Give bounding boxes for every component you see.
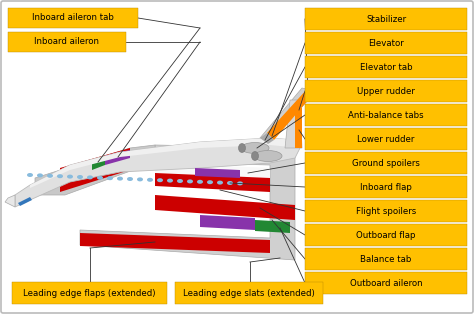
Ellipse shape <box>47 174 53 178</box>
Ellipse shape <box>241 143 269 154</box>
Text: Leading edge slats (extended): Leading edge slats (extended) <box>183 289 315 297</box>
Polygon shape <box>15 138 300 207</box>
FancyBboxPatch shape <box>305 128 467 150</box>
Text: Inboard aileron tab: Inboard aileron tab <box>32 14 114 23</box>
FancyBboxPatch shape <box>175 282 323 304</box>
FancyBboxPatch shape <box>305 176 467 198</box>
Polygon shape <box>200 215 255 230</box>
Ellipse shape <box>127 177 133 181</box>
Polygon shape <box>155 173 270 192</box>
Ellipse shape <box>254 150 282 161</box>
Polygon shape <box>18 197 32 206</box>
Ellipse shape <box>87 176 93 179</box>
Polygon shape <box>80 233 270 253</box>
FancyBboxPatch shape <box>305 32 467 54</box>
Polygon shape <box>248 138 268 155</box>
Ellipse shape <box>67 175 73 179</box>
Ellipse shape <box>187 179 193 183</box>
FancyBboxPatch shape <box>305 224 467 246</box>
FancyBboxPatch shape <box>8 32 126 52</box>
Polygon shape <box>255 220 290 233</box>
Ellipse shape <box>177 179 183 183</box>
FancyBboxPatch shape <box>305 8 467 30</box>
Text: Flight spoilers: Flight spoilers <box>356 207 416 215</box>
Polygon shape <box>295 108 302 148</box>
Ellipse shape <box>237 181 243 185</box>
Text: Outboard aileron: Outboard aileron <box>350 279 422 288</box>
Text: Elevator tab: Elevator tab <box>360 62 412 72</box>
Ellipse shape <box>217 181 223 185</box>
Polygon shape <box>92 156 105 170</box>
Polygon shape <box>60 163 130 192</box>
Ellipse shape <box>27 173 33 177</box>
FancyBboxPatch shape <box>305 272 467 294</box>
Ellipse shape <box>77 175 83 179</box>
Polygon shape <box>35 145 155 195</box>
FancyBboxPatch shape <box>305 80 467 102</box>
Polygon shape <box>285 100 302 148</box>
Ellipse shape <box>157 178 163 182</box>
Ellipse shape <box>238 143 246 153</box>
Text: Stabilizer: Stabilizer <box>366 14 406 24</box>
Ellipse shape <box>167 179 173 183</box>
Ellipse shape <box>97 176 103 180</box>
Text: Inboard flap: Inboard flap <box>360 182 412 192</box>
FancyBboxPatch shape <box>305 152 467 174</box>
Ellipse shape <box>117 176 123 181</box>
Text: Elevator: Elevator <box>368 39 404 47</box>
FancyBboxPatch shape <box>305 200 467 222</box>
Polygon shape <box>260 88 310 144</box>
FancyBboxPatch shape <box>305 104 467 126</box>
Polygon shape <box>60 155 130 185</box>
Ellipse shape <box>207 180 213 184</box>
Text: Balance tab: Balance tab <box>360 255 412 263</box>
Ellipse shape <box>197 180 203 184</box>
Text: Upper rudder: Upper rudder <box>357 86 415 95</box>
Polygon shape <box>105 150 130 165</box>
Text: Leading edge flaps (extended): Leading edge flaps (extended) <box>23 289 156 297</box>
Text: Outboard flap: Outboard flap <box>356 230 416 240</box>
Polygon shape <box>195 168 240 178</box>
Text: Inboard aileron: Inboard aileron <box>35 37 100 46</box>
FancyBboxPatch shape <box>12 282 167 304</box>
Ellipse shape <box>227 181 233 185</box>
Polygon shape <box>30 138 300 188</box>
Ellipse shape <box>37 173 43 177</box>
FancyBboxPatch shape <box>8 8 138 28</box>
Text: Ground spoilers: Ground spoilers <box>352 159 420 167</box>
Polygon shape <box>5 195 15 207</box>
Ellipse shape <box>137 177 143 181</box>
Ellipse shape <box>107 176 113 180</box>
Ellipse shape <box>57 174 63 178</box>
Polygon shape <box>260 133 274 144</box>
Polygon shape <box>80 145 295 260</box>
Polygon shape <box>155 163 270 178</box>
Text: Anti-balance tabs: Anti-balance tabs <box>348 111 424 120</box>
FancyBboxPatch shape <box>305 56 467 78</box>
Polygon shape <box>267 88 315 140</box>
Text: Lower rudder: Lower rudder <box>357 134 415 143</box>
FancyBboxPatch shape <box>305 248 467 270</box>
Polygon shape <box>60 148 130 177</box>
Ellipse shape <box>147 178 153 182</box>
Ellipse shape <box>252 151 258 160</box>
Polygon shape <box>155 195 295 220</box>
